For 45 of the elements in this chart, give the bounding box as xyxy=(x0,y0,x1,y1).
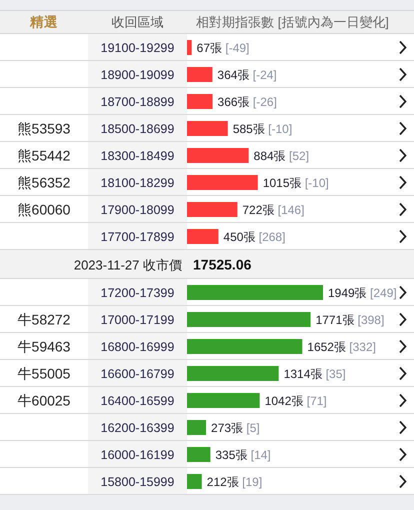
value-label: 1652張 [332] xyxy=(307,340,376,354)
value-label: 67張 [-49] xyxy=(196,41,250,55)
value-label: 335張 [14] xyxy=(215,448,271,462)
row-name: 熊53593 xyxy=(18,120,70,136)
category: 19100-19299 xyxy=(100,41,174,55)
category: 18300-18499 xyxy=(100,149,174,163)
subtitle: 17525.06 xyxy=(193,256,252,272)
xlabel: 相對期指張數 [括號內為一日變化] xyxy=(196,14,389,30)
value-label: 884張 [52] xyxy=(254,149,310,163)
value-label: 450張 [268] xyxy=(223,230,286,244)
value-label: 1771張 [398] xyxy=(316,313,384,327)
value-label: 366張 [-26] xyxy=(218,95,277,109)
title: 2023-11-27 收市價 xyxy=(74,258,182,272)
category: 17900-18099 xyxy=(100,203,174,217)
value-label: 1314張 [35] xyxy=(284,367,346,381)
category: 15800-15999 xyxy=(100,475,174,489)
value-label: 585張 [-10] xyxy=(232,122,292,136)
category: 16400-16599 xyxy=(100,394,174,408)
value-label: 273張 [5] xyxy=(211,421,260,435)
title: 精選 xyxy=(30,14,58,30)
category: 16600-16799 xyxy=(100,367,174,381)
value-label: 1015張 [-10] xyxy=(262,176,329,190)
category: 18500-18699 xyxy=(100,122,174,136)
category: 16000-16199 xyxy=(100,448,174,462)
category: 18700-18899 xyxy=(100,95,174,109)
category: 17200-17399 xyxy=(100,286,174,300)
category: 17700-17899 xyxy=(100,230,174,244)
category: 18900-19099 xyxy=(100,68,174,82)
value-label: 1949張 [249] xyxy=(328,286,397,300)
value-label: 1042張 [71] xyxy=(264,394,327,408)
value-label: 212張 [19] xyxy=(206,475,262,489)
row-name: 牛55005 xyxy=(18,366,70,382)
category: 18100-18299 xyxy=(100,176,174,190)
category: 16200-16399 xyxy=(100,421,174,435)
row-name: 牛58272 xyxy=(18,312,70,328)
row-name: 熊56352 xyxy=(18,174,70,190)
row-name: 牛59463 xyxy=(18,338,70,354)
value-label: 364張 [-24] xyxy=(217,68,277,82)
row-name: 牛60025 xyxy=(18,392,70,408)
row-name: 熊60060 xyxy=(18,202,70,218)
value-label: 722張 [146] xyxy=(242,203,304,217)
category: 16800-16999 xyxy=(100,340,174,354)
category: 17000-17199 xyxy=(100,313,174,327)
ylabel: 收回區域 xyxy=(112,14,164,30)
row-name: 熊55442 xyxy=(18,148,70,164)
